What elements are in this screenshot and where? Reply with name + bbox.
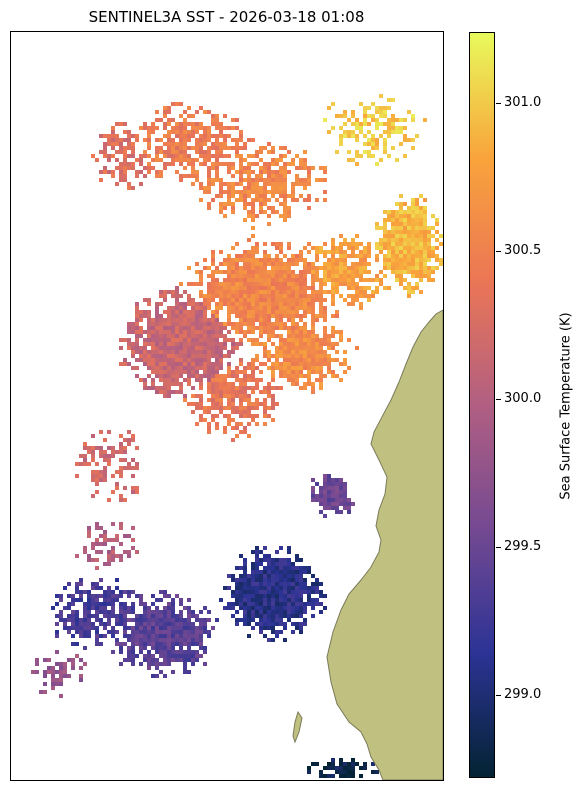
sst-map-panel	[10, 31, 444, 781]
small-island	[292, 710, 303, 744]
sst-pixel-layer	[31, 94, 443, 778]
colorbar-tick-label: 299.0	[504, 687, 542, 703]
colorbar-tick	[496, 399, 501, 401]
map-title: SENTINEL3A SST - 2026-03-18 01:08	[88, 8, 365, 26]
colorbar-tick-label: 300.5	[504, 243, 542, 259]
sst-map	[31, 94, 443, 780]
colorbar-tick	[496, 251, 501, 253]
colorbar-tick	[496, 103, 501, 105]
colorbar-label: Sea Surface Temperature (K)	[558, 312, 574, 500]
colorbar-tick-label: 301.0	[504, 95, 542, 111]
colorbar	[469, 32, 495, 778]
colorbar-tick-label: 300.0	[504, 391, 542, 407]
colorbar-tick-label: 299.5	[504, 539, 542, 555]
landmass	[326, 309, 443, 780]
colorbar-tick	[496, 547, 501, 549]
colorbar-tick	[496, 695, 501, 697]
